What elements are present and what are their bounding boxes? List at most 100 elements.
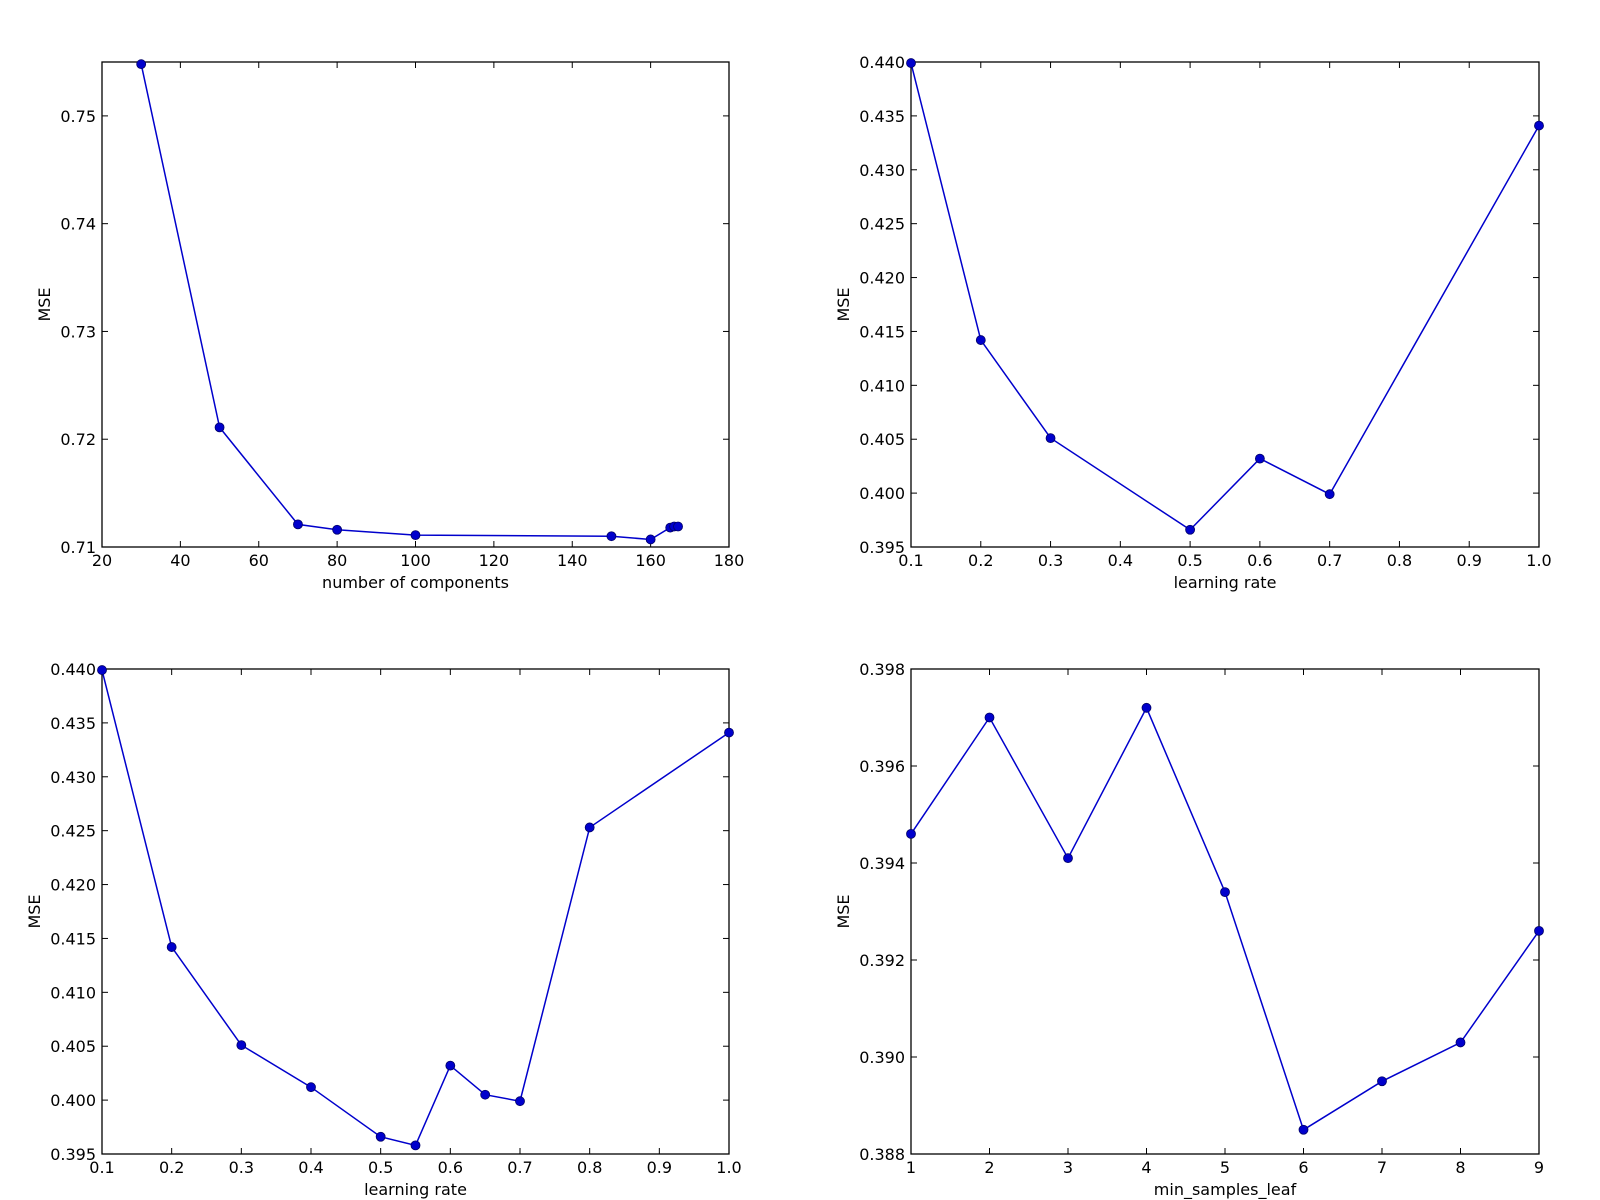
y-tick-label: 0.394 [859,854,905,873]
data-point [1063,853,1073,864]
y-tick-label: 0.75 [60,107,96,126]
x-tick-label: 9 [1534,1158,1544,1177]
data-point [375,1131,386,1142]
x-axis-label: min_samples_leaf [1154,1180,1297,1200]
x-tick-label: 1 [906,1158,916,1177]
data-point [984,712,995,723]
y-tick-label: 0.410 [859,376,905,395]
y-tick-label: 0.398 [859,660,905,679]
x-axis-label: learning rate [364,1180,467,1199]
x-tick-label: 0.4 [1108,551,1133,570]
y-tick-label: 0.405 [859,430,905,449]
y-tick-label: 0.72 [60,430,96,449]
x-tick-label: 3 [1063,1158,1073,1177]
y-tick-label: 0.420 [859,269,905,288]
y-tick-label: 0.415 [50,929,96,948]
chart-3: 0.1 0.2 0.3 0.4 0.5 0.6 0.7 0.8 0.9 1.0 0.395 0.400… [25,660,742,1199]
x-tick-label: 4 [1141,1158,1151,1177]
data-point [975,335,986,345]
x-tick-label: 120 [479,551,510,570]
plot-area-frame [910,61,1540,548]
x-tick-label: 160 [635,551,666,570]
x-tick-label: 0.2 [159,1158,184,1177]
x-axis-label: learning rate [1174,573,1277,592]
x-tick-label: 0.1 [89,1158,114,1177]
x-tick-label: 0.9 [1456,551,1481,570]
data-point [236,1040,247,1051]
x-tick-label: 0.1 [898,551,923,570]
y-tick-label: 0.420 [50,876,96,895]
data-point [1298,1124,1309,1135]
y-tick-label: 0.73 [60,322,96,341]
y-axis-label: MSE [25,894,44,928]
x-tick-label: 0.4 [298,1158,323,1177]
x-tick-label: 0.2 [968,551,993,570]
data-point [515,1096,525,1107]
data-point [673,521,683,532]
data-point [1455,1037,1466,1048]
data-point [1254,453,1265,464]
x-tick-label: 0.7 [1317,551,1342,570]
data-point [1534,926,1544,936]
y-tick-label: 0.425 [859,215,905,234]
data-point [445,1060,456,1071]
data-point [1141,702,1152,713]
data-point [293,519,303,530]
y-tick-label: 0.400 [50,1091,96,1110]
y-tick-label: 0.440 [50,660,96,679]
y-tick-label: 0.74 [60,215,96,234]
chart-4: 1 2 3 4 5 6 7 8 9 0.388 0.390 0.392 0.394 0.396 0.398 m… [834,660,1544,1200]
y-tick-label: 0.425 [50,822,96,841]
data-point [332,524,343,535]
y-tick-label: 0.390 [859,1048,905,1067]
data-point [645,534,656,545]
x-tick-label: 0.6 [438,1158,463,1177]
data-point [906,829,916,839]
data-point [136,59,147,70]
data-point [166,942,177,952]
y-tick-label: 0.395 [50,1145,96,1164]
plot-area-frame [101,668,730,1155]
x-tick-label: 0.6 [1247,551,1272,570]
x-tick-label: 0.8 [1387,551,1412,570]
data-point [1185,524,1196,535]
x-tick-label: 7 [1377,1158,1387,1177]
data-point [480,1089,491,1100]
data-point [1534,120,1544,131]
y-tick-label: 0.435 [859,107,905,126]
x-tick-label: 40 [170,551,190,570]
x-tick-label: 0.3 [1038,551,1063,570]
data-point [1220,887,1230,897]
x-tick-label: 140 [557,551,588,570]
y-tick-label: 0.71 [60,538,96,557]
data-point [214,422,225,433]
chart-2: 0.1 0.2 0.3 0.4 0.5 0.6 0.7 0.8 0.9 1.0 0.395 0.400… [834,53,1552,592]
x-tick-label: 60 [249,551,269,570]
data-point [410,1140,421,1151]
y-tick-label: 0.396 [859,757,905,776]
y-tick-label: 0.400 [859,484,905,503]
chart-1: 20 40 60 80 100 120 140 160 180 0.71 0.72 0.73 0.74 0… [35,59,745,592]
x-tick-label: 80 [327,551,347,570]
x-tick-label: 2 [984,1158,994,1177]
y-tick-label: 0.415 [859,322,905,341]
data-point [584,822,595,833]
y-tick-label: 0.395 [859,538,905,557]
y-tick-label: 0.430 [50,768,96,787]
x-tick-label: 100 [400,551,431,570]
x-tick-label: 180 [714,551,745,570]
x-axis-label: number of components [322,573,509,592]
x-tick-label: 20 [92,551,112,570]
x-tick-label: 0.9 [647,1158,672,1177]
plot-area-frame [101,61,730,548]
x-tick-label: 8 [1455,1158,1465,1177]
x-tick-label: 5 [1220,1158,1230,1177]
y-tick-label: 0.440 [859,53,905,72]
plot-area-frame [910,668,1540,1155]
data-point [1377,1076,1387,1087]
y-axis-label: MSE [834,287,853,321]
x-tick-label: 0.8 [577,1158,602,1177]
x-tick-label: 0.5 [1177,551,1202,570]
x-tick-label: 0.5 [368,1158,393,1177]
